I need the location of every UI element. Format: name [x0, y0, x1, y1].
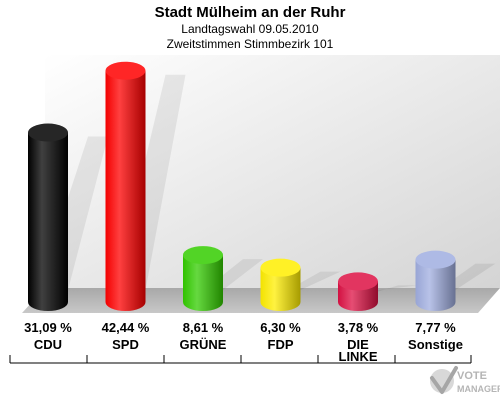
bar-top — [105, 61, 146, 80]
bar-body — [183, 255, 223, 311]
bar-grüne — [183, 246, 263, 311]
chart-subtitle-district: Zweitstimmen Stimmbezirk 101 — [167, 37, 334, 51]
bar-body — [105, 70, 146, 312]
bar-body — [415, 259, 456, 311]
bar-top — [338, 272, 378, 291]
bar-series — [28, 61, 496, 312]
category-label-die-linke: DIE LINKE — [339, 337, 378, 364]
category-label-cdu: CDU — [34, 337, 62, 352]
bar-die-linke — [338, 272, 418, 311]
bar-spd — [105, 61, 186, 312]
value-label-die-linke: 3,78 % — [338, 320, 379, 335]
category-axis — [9, 355, 472, 364]
chart-title: Stadt Mülheim an der Ruhr — [155, 4, 346, 21]
value-label-grüne: 8,61 % — [183, 320, 224, 335]
bar-top — [28, 123, 68, 142]
chart-back-wall — [45, 55, 500, 288]
bar-sonstige — [415, 250, 496, 311]
value-label-cdu: 31,09 % — [24, 320, 72, 335]
value-label-fdp: 6,30 % — [260, 320, 301, 335]
category-label-grüne: GRÜNE — [180, 337, 227, 352]
logo-text-manager: MANAGER — [457, 384, 500, 394]
value-labels: 31,09 % 42,44 % 8,61 % 6,30 % 3,78 % 7,77 % — [24, 320, 456, 335]
bar-top — [415, 250, 456, 269]
bar-body — [28, 132, 68, 311]
chart-subtitle-election: Landtagswahl 09.05.2010 — [181, 22, 319, 36]
value-label-spd: 42,44 % — [102, 320, 150, 335]
vote-manager-logo: VOTE MANAGER — [430, 366, 500, 394]
category-labels: CDU SPD GRÜNE FDP DIE LINKE Sonstige — [34, 337, 463, 364]
bar-body — [260, 267, 301, 311]
bar-top — [260, 258, 301, 277]
category-label-spd: SPD — [112, 337, 139, 352]
bar-top — [183, 246, 223, 265]
category-label-fdp: FDP — [268, 337, 294, 352]
bar-fdp — [260, 258, 341, 311]
ballot-check-icon — [430, 366, 458, 394]
logo-text-vote: VOTE — [457, 370, 487, 382]
category-label-sonstige: Sonstige — [408, 337, 463, 352]
bar-cdu — [28, 123, 108, 311]
value-label-sonstige: 7,77 % — [415, 320, 456, 335]
